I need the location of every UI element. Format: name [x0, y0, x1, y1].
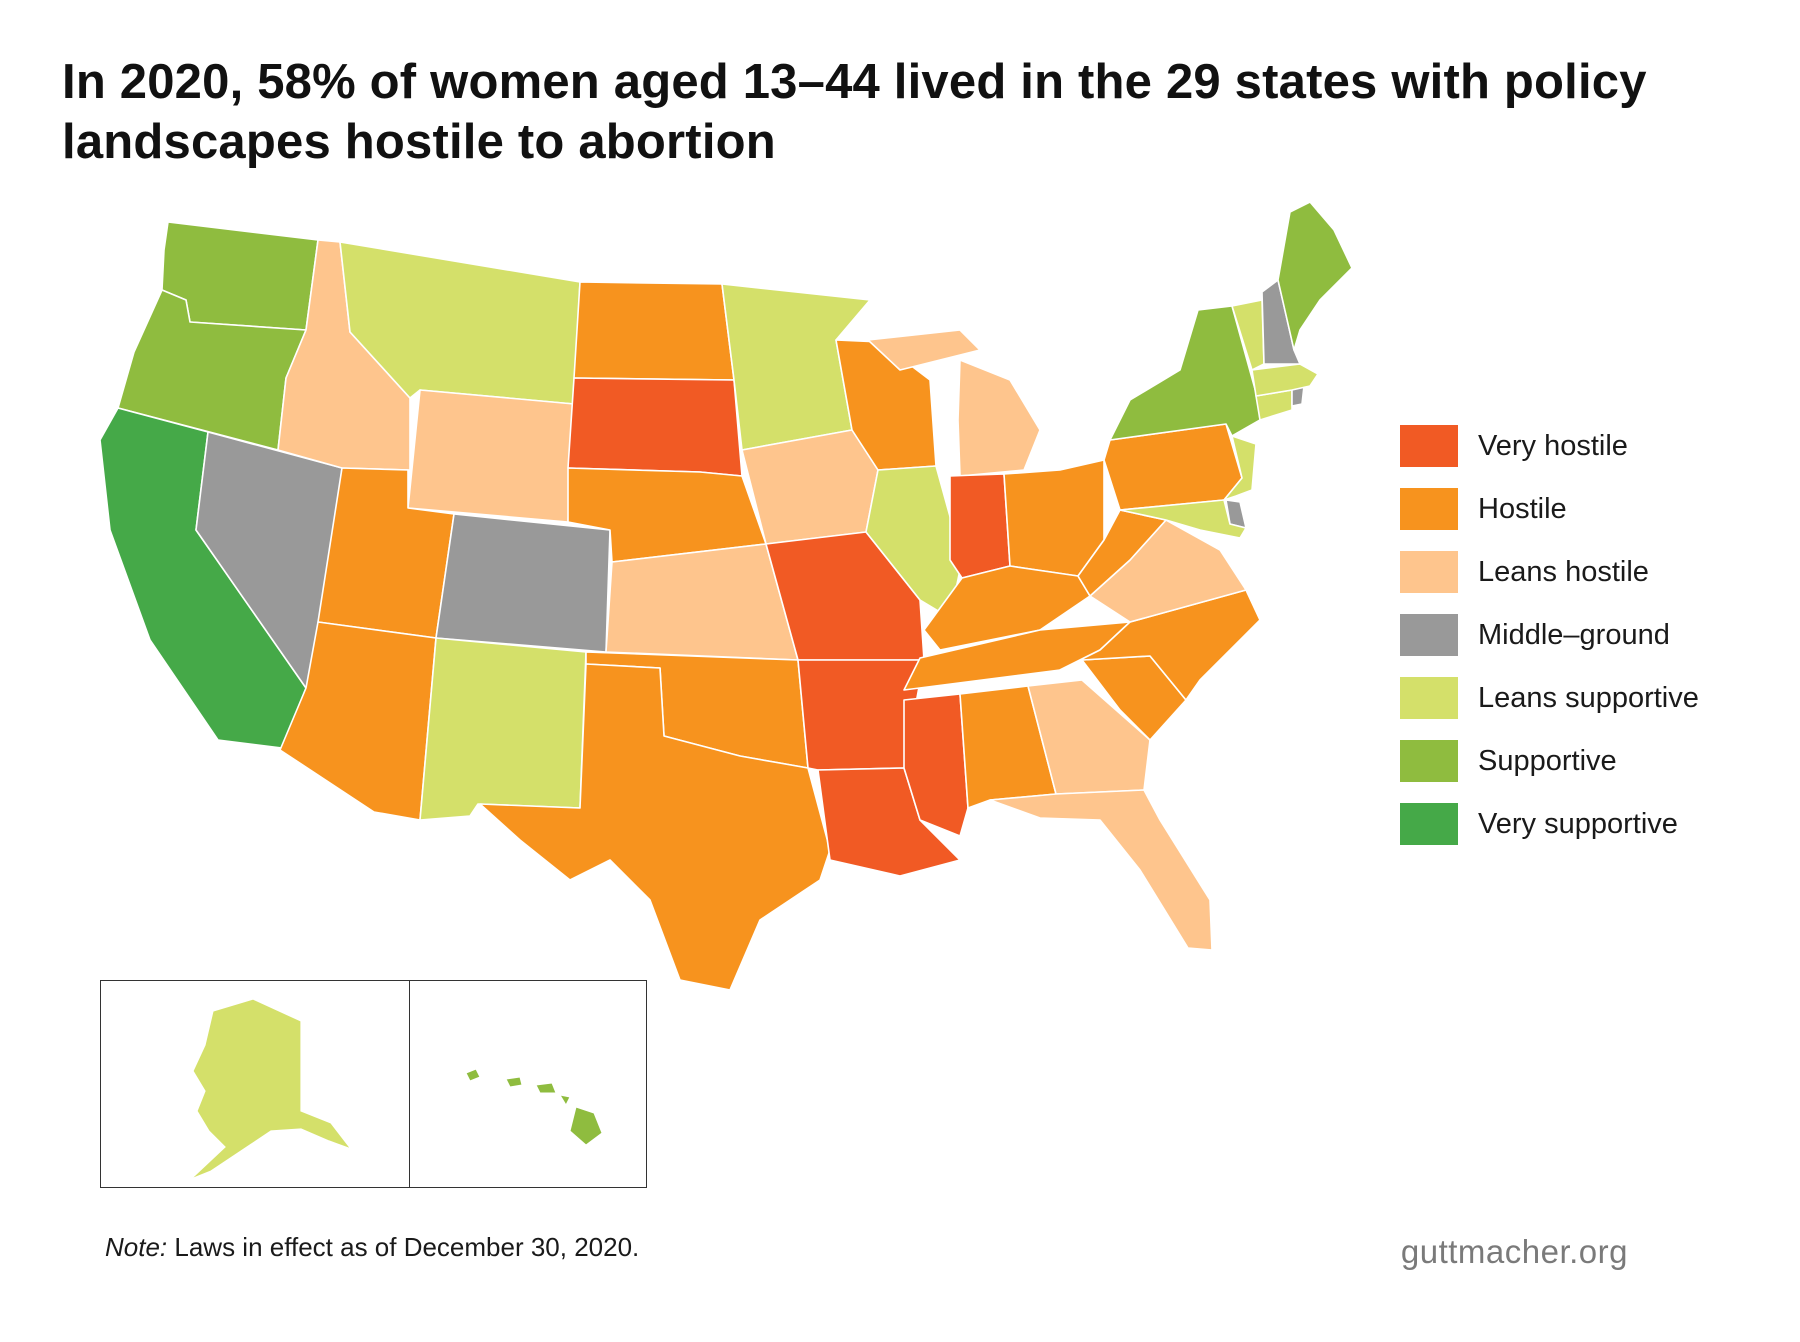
legend-item-leans-hostile: Leans hostile: [1400, 551, 1780, 593]
legend-swatch: [1400, 425, 1458, 467]
footnote-text: Laws in effect as of December 30, 2020.: [167, 1232, 640, 1262]
footnote: Note: Laws in effect as of December 30, …: [105, 1232, 639, 1263]
state-MA: [1251, 363, 1319, 397]
hawaii-inset: [409, 980, 647, 1188]
state-MO: [765, 531, 925, 661]
legend-swatch: [1400, 740, 1458, 782]
legend-item-hostile: Hostile: [1400, 488, 1780, 530]
alaska-inset: [100, 980, 410, 1188]
state-WY: [407, 389, 575, 523]
state-NJ: [1223, 435, 1257, 501]
us-map: [99, 201, 1353, 991]
legend-label: Leans hostile: [1478, 555, 1649, 588]
legend: Very hostile Hostile Leans hostile Middl…: [1400, 425, 1780, 866]
state-CO: [435, 513, 611, 653]
legend-item-very-hostile: Very hostile: [1400, 425, 1780, 467]
legend-swatch: [1400, 614, 1458, 656]
state-AK: [190, 998, 353, 1180]
footnote-label: Note:: [105, 1232, 168, 1262]
map-title: In 2020, 58% of women aged 13–44 lived i…: [62, 55, 1647, 169]
state-FL: [989, 789, 1213, 951]
legend-item-middle-ground: Middle–ground: [1400, 614, 1780, 656]
legend-label: Very supportive: [1478, 807, 1678, 840]
legend-swatch: [1400, 551, 1458, 593]
state-NH: [1261, 279, 1301, 365]
legend-label: Hostile: [1478, 492, 1567, 525]
legend-item-supportive: Supportive: [1400, 740, 1780, 782]
state-MD: [1119, 499, 1247, 539]
legend-swatch: [1400, 677, 1458, 719]
state-IA: [741, 429, 879, 545]
state-ND: [573, 281, 735, 381]
legend-label: Middle–ground: [1478, 618, 1670, 651]
legend-swatch: [1400, 803, 1458, 845]
legend-swatch: [1400, 488, 1458, 530]
state-NM: [419, 637, 587, 821]
source-link[interactable]: guttmacher.org: [1400, 1233, 1628, 1270]
state-TX: [479, 663, 831, 991]
legend-label: Leans supportive: [1478, 681, 1699, 714]
state-HI: [465, 1068, 603, 1146]
legend-label: Supportive: [1478, 744, 1617, 777]
legend-item-leans-supportive: Leans supportive: [1400, 677, 1780, 719]
state-IN: [949, 473, 1011, 579]
legend-item-very-supportive: Very supportive: [1400, 803, 1780, 845]
state-ME: [1277, 201, 1353, 351]
state-SD: [567, 377, 743, 477]
state-OH: [1003, 459, 1105, 577]
legend-label: Very hostile: [1478, 429, 1628, 462]
state-GA: [1027, 679, 1151, 795]
state-MI: [867, 329, 1041, 477]
state-NC: [1059, 589, 1261, 701]
state-KS: [605, 543, 799, 661]
